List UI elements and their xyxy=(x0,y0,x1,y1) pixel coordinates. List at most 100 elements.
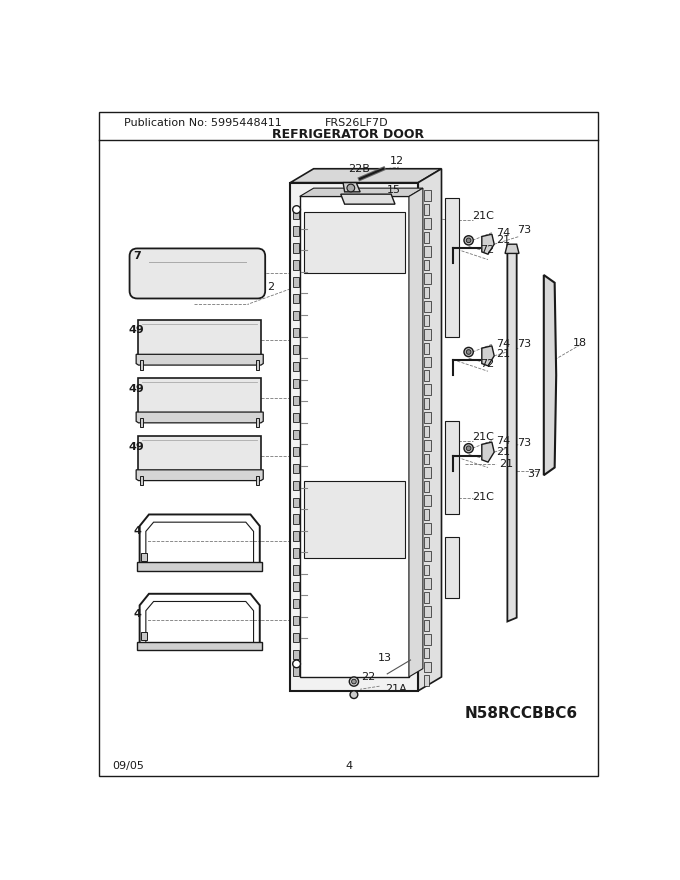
Text: 49: 49 xyxy=(129,325,144,334)
Bar xyxy=(292,532,299,540)
Bar xyxy=(424,385,430,395)
Circle shape xyxy=(292,660,301,668)
Bar xyxy=(424,370,429,381)
Text: 13: 13 xyxy=(378,654,392,664)
Text: 21: 21 xyxy=(496,348,510,358)
Circle shape xyxy=(464,236,473,245)
Text: 21C: 21C xyxy=(473,210,494,221)
Text: 15: 15 xyxy=(387,186,401,195)
Circle shape xyxy=(466,238,471,243)
Text: 12: 12 xyxy=(390,156,404,166)
Bar xyxy=(424,274,430,284)
FancyBboxPatch shape xyxy=(130,248,265,298)
Polygon shape xyxy=(256,476,259,485)
Bar xyxy=(424,426,429,436)
Text: 09/05: 09/05 xyxy=(112,761,144,771)
Bar xyxy=(424,454,429,465)
Text: 74: 74 xyxy=(496,436,510,445)
Bar xyxy=(424,676,429,686)
Bar xyxy=(424,246,430,256)
Bar xyxy=(292,294,299,304)
Bar xyxy=(424,356,430,367)
Bar xyxy=(292,209,299,219)
Circle shape xyxy=(352,679,356,684)
Bar xyxy=(292,464,299,473)
Bar xyxy=(424,260,429,270)
Polygon shape xyxy=(482,346,494,366)
Bar xyxy=(292,599,299,608)
Text: REFRIGERATOR DOOR: REFRIGERATOR DOOR xyxy=(273,128,424,141)
Bar xyxy=(424,329,430,340)
Bar xyxy=(292,362,299,371)
Polygon shape xyxy=(303,481,405,558)
Text: 73: 73 xyxy=(517,340,532,349)
Text: 18: 18 xyxy=(573,338,588,348)
Text: 21C: 21C xyxy=(473,492,494,502)
Bar xyxy=(292,616,299,626)
Polygon shape xyxy=(137,642,262,650)
Polygon shape xyxy=(507,244,517,621)
Bar xyxy=(292,345,299,355)
Bar xyxy=(424,620,429,631)
Text: 21: 21 xyxy=(500,458,514,469)
Bar xyxy=(424,509,429,520)
Text: 49: 49 xyxy=(129,384,144,394)
Polygon shape xyxy=(256,418,259,428)
Text: 7: 7 xyxy=(133,251,141,260)
Bar xyxy=(292,515,299,524)
Polygon shape xyxy=(139,378,261,418)
Text: Publication No: 5995448411: Publication No: 5995448411 xyxy=(124,118,282,128)
Text: N58RCCBBC6: N58RCCBBC6 xyxy=(464,707,578,722)
Bar xyxy=(424,634,430,645)
Bar xyxy=(292,429,299,439)
Bar xyxy=(292,226,299,236)
Bar xyxy=(292,244,299,253)
Bar xyxy=(292,379,299,388)
Polygon shape xyxy=(141,553,148,561)
Polygon shape xyxy=(300,196,409,677)
Bar xyxy=(292,447,299,456)
Circle shape xyxy=(350,691,358,699)
Polygon shape xyxy=(140,476,143,485)
Text: 21C: 21C xyxy=(473,432,494,442)
Text: FRS26LF7D: FRS26LF7D xyxy=(325,118,389,128)
Text: 4: 4 xyxy=(133,609,141,619)
Polygon shape xyxy=(303,212,405,274)
Bar xyxy=(292,583,299,591)
Polygon shape xyxy=(544,275,556,475)
Bar xyxy=(292,565,299,575)
Bar xyxy=(424,204,429,215)
Bar xyxy=(424,190,430,201)
Text: 4: 4 xyxy=(345,761,352,771)
Polygon shape xyxy=(256,361,259,370)
Bar xyxy=(424,537,429,547)
Bar xyxy=(424,440,430,451)
Bar xyxy=(292,312,299,320)
Bar xyxy=(424,565,429,576)
Text: 72: 72 xyxy=(480,246,494,255)
Polygon shape xyxy=(140,418,143,428)
Text: 37: 37 xyxy=(527,469,541,479)
Polygon shape xyxy=(418,169,441,691)
Polygon shape xyxy=(136,470,263,480)
Circle shape xyxy=(464,444,473,453)
Bar xyxy=(292,413,299,422)
Bar xyxy=(292,497,299,507)
Polygon shape xyxy=(141,632,148,640)
Text: 49: 49 xyxy=(129,442,144,451)
Text: 73: 73 xyxy=(517,438,532,448)
Bar xyxy=(292,260,299,269)
Bar xyxy=(424,592,429,603)
Bar xyxy=(424,343,429,354)
Polygon shape xyxy=(139,320,261,361)
Text: 73: 73 xyxy=(517,225,532,235)
Text: 2: 2 xyxy=(267,282,274,291)
Bar xyxy=(292,396,299,405)
Text: 74: 74 xyxy=(496,340,510,349)
Bar xyxy=(292,633,299,642)
Polygon shape xyxy=(445,537,459,598)
Polygon shape xyxy=(290,169,441,182)
Polygon shape xyxy=(343,182,360,192)
Text: 4: 4 xyxy=(133,526,141,537)
Bar xyxy=(292,548,299,558)
